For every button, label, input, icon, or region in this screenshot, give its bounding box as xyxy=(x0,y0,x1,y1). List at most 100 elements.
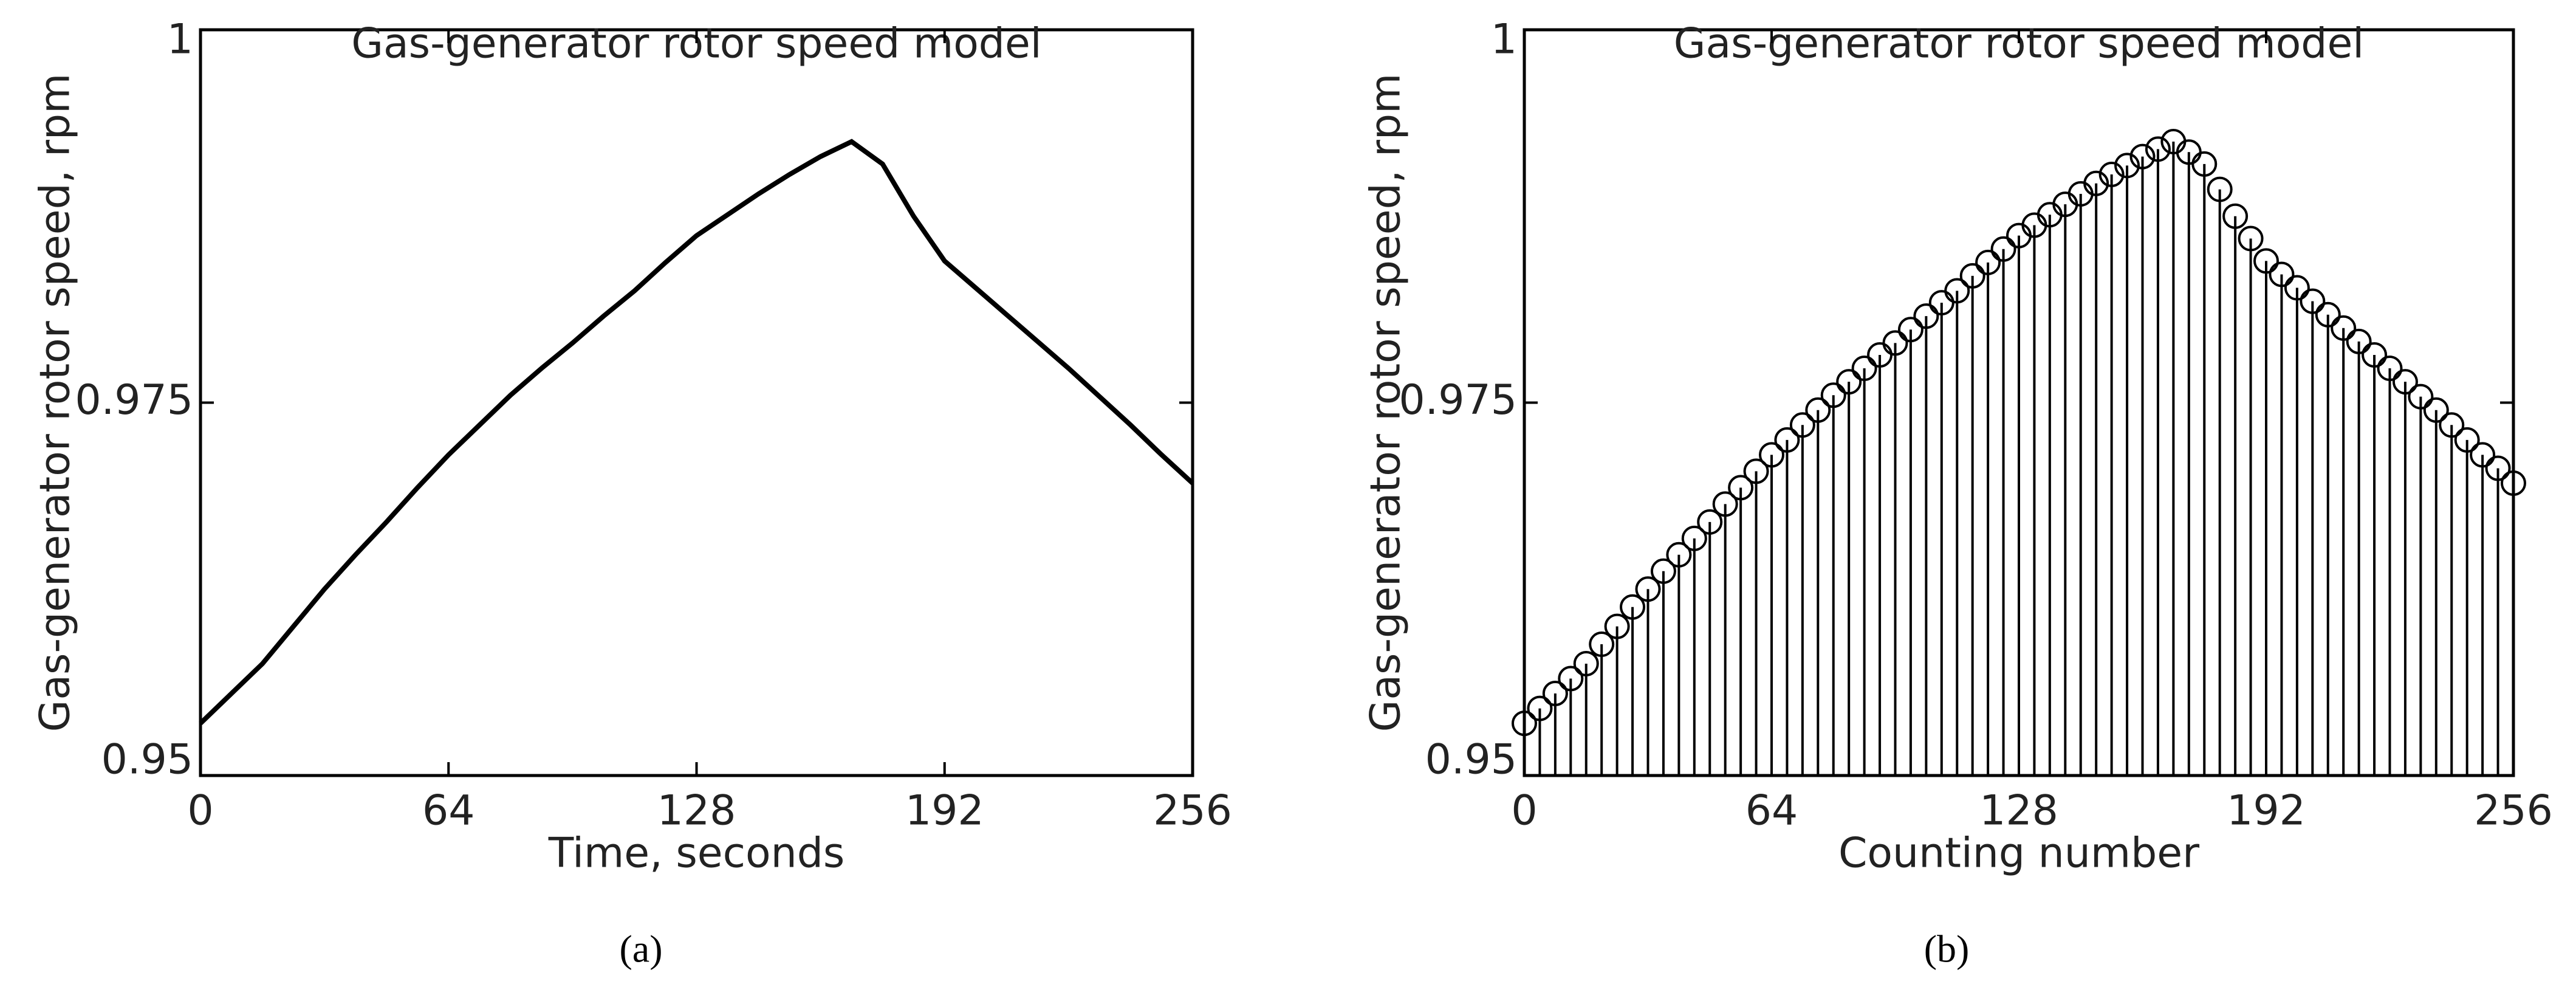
stem-marker xyxy=(2238,225,2264,252)
chart-title: Gas-generator rotor speed model xyxy=(351,20,1041,68)
stem xyxy=(2036,202,2063,776)
stem xyxy=(1666,542,1692,776)
stem xyxy=(1867,342,1893,776)
stem-marker xyxy=(1774,427,1800,453)
y-tick-label: 1 xyxy=(167,16,193,64)
stem xyxy=(2207,176,2233,776)
y-tick-label: 0.95 xyxy=(101,736,193,784)
stem xyxy=(2315,301,2341,776)
stem xyxy=(2362,342,2388,776)
stem xyxy=(2300,288,2326,776)
stem xyxy=(2114,153,2140,776)
x-tick-label: 0 xyxy=(1511,787,1537,835)
stem-marker xyxy=(1944,278,1970,304)
stem-marker xyxy=(2098,162,2125,188)
x-tick-label: 192 xyxy=(905,787,984,835)
stem-marker xyxy=(1635,576,1661,602)
x-tick-label: 128 xyxy=(657,787,736,835)
stem xyxy=(1913,303,1939,776)
stem xyxy=(2470,442,2496,776)
stem xyxy=(1836,369,1862,776)
stem-marker xyxy=(2454,427,2480,453)
x-tick-label: 64 xyxy=(1745,787,1798,835)
stem-marker xyxy=(2300,288,2326,314)
stem-marker xyxy=(1851,356,1877,382)
y-axis-label: Gas-generator rotor speed, rpm xyxy=(32,74,80,732)
stem xyxy=(2191,151,2218,776)
stem xyxy=(1851,356,1877,776)
stem xyxy=(2238,225,2264,776)
y-tick-label: 0.975 xyxy=(75,376,193,424)
stem-marker xyxy=(2377,356,2403,382)
stem-marker xyxy=(1542,681,1568,707)
y-tick-label: 1 xyxy=(1491,16,1517,64)
plot-frame xyxy=(199,28,1194,777)
stem-marker xyxy=(1620,594,1646,620)
stem xyxy=(1882,330,1908,776)
stem-marker xyxy=(1573,650,1599,676)
x-tick-label: 256 xyxy=(2474,787,2553,835)
stem-marker xyxy=(2408,384,2434,410)
stem-marker xyxy=(2470,442,2496,468)
stem xyxy=(1944,278,1970,776)
stem-marker xyxy=(2222,203,2249,229)
stem-marker xyxy=(2284,275,2310,301)
stem-marker xyxy=(2315,301,2341,328)
y-axis-label: Gas-generator rotor speed, rpm xyxy=(1362,74,1410,732)
stem-marker xyxy=(2362,342,2388,368)
stem xyxy=(2098,162,2125,776)
stem xyxy=(1697,509,1723,776)
stem xyxy=(1558,666,1584,776)
stem xyxy=(2145,136,2171,776)
stem xyxy=(2253,248,2279,776)
data-line xyxy=(199,139,1194,725)
stem xyxy=(1743,458,1769,776)
stem-marker xyxy=(1759,442,1784,468)
x-tick-label: 0 xyxy=(187,787,213,835)
stem-marker xyxy=(2207,176,2233,202)
stem-marker xyxy=(1589,631,1615,658)
stem xyxy=(1650,558,1676,776)
stem xyxy=(2284,275,2310,776)
stem xyxy=(2067,181,2094,776)
stem xyxy=(1728,475,1754,776)
stem-marker xyxy=(2485,455,2511,481)
stem-marker xyxy=(1820,382,1846,408)
stem xyxy=(2160,129,2187,776)
stem xyxy=(2454,427,2480,776)
stem xyxy=(1712,491,1738,776)
stem-marker xyxy=(1882,330,1908,356)
stem xyxy=(1635,576,1661,776)
stem-marker xyxy=(1975,249,2001,275)
stem xyxy=(1975,249,2001,776)
x-axis-label: Time, seconds xyxy=(548,830,845,878)
stem xyxy=(1990,236,2016,776)
stem xyxy=(1589,631,1615,776)
stem xyxy=(2176,139,2202,776)
stem-marker xyxy=(2269,261,2295,287)
stem-marker xyxy=(1527,695,1553,721)
stem xyxy=(1542,681,1568,776)
stem xyxy=(2346,328,2372,776)
stem xyxy=(1759,442,1784,776)
stem-marker xyxy=(2253,248,2279,274)
stem-marker xyxy=(2346,328,2372,354)
stem-marker xyxy=(2145,136,2171,162)
stem-marker xyxy=(2331,315,2357,341)
stem xyxy=(1573,650,1599,776)
stem-marker xyxy=(1650,558,1676,584)
stem xyxy=(1620,594,1646,776)
y-tick-label: 0.975 xyxy=(1399,376,1517,424)
stem-marker xyxy=(2129,143,2156,170)
stem xyxy=(1805,397,1831,776)
stem xyxy=(1959,263,1985,776)
stem xyxy=(2052,191,2078,776)
stem-marker xyxy=(1558,666,1584,692)
stem xyxy=(2083,170,2109,776)
stem-marker xyxy=(1789,412,1815,438)
stem-marker xyxy=(1836,369,1862,395)
stem-marker xyxy=(1743,458,1769,484)
stem xyxy=(2222,203,2249,776)
stem xyxy=(2392,369,2418,776)
stem-marker xyxy=(1604,613,1630,639)
